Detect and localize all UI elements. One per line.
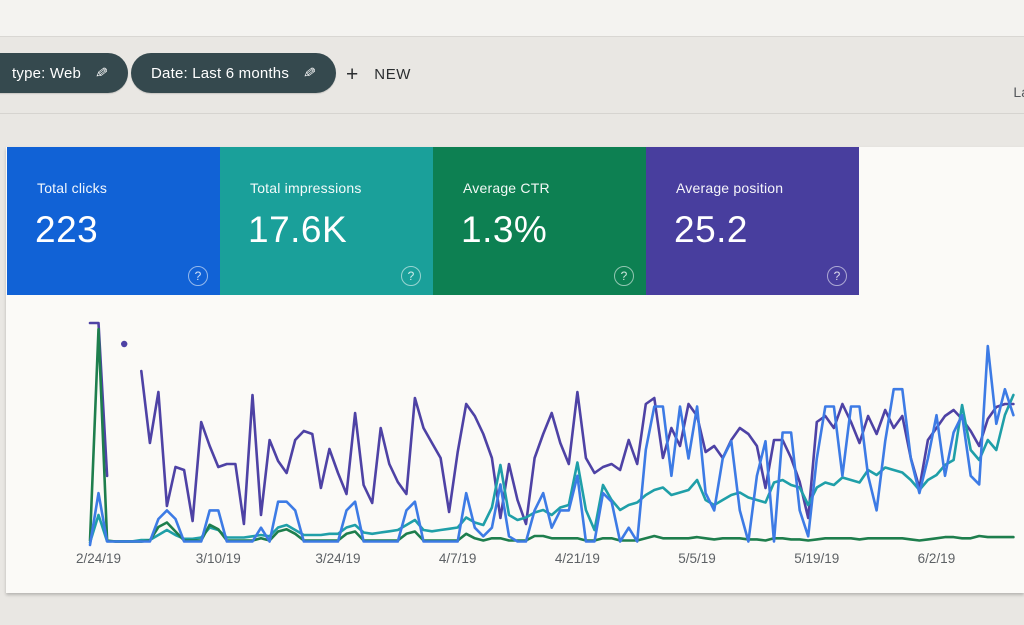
x-axis-tick-label: 4/21/19: [554, 551, 600, 566]
metric-card-value: 25.2: [674, 209, 749, 250]
metric-card-total-impressions[interactable]: Total impressions 17.6K?: [220, 147, 433, 295]
x-axis-tick-label: 3/10/19: [195, 551, 241, 566]
plus-icon: +: [346, 62, 359, 86]
window-top-edge: [0, 0, 1024, 37]
x-axis-tick-label: 2/24/19: [76, 551, 122, 566]
help-question-icon[interactable]: ?: [401, 266, 421, 286]
metric-card-label: Total clicks: [37, 180, 108, 196]
help-question-icon[interactable]: ?: [614, 266, 634, 286]
new-filter-label: NEW: [374, 65, 412, 83]
filter-bar: type: Web ✎ Date: Last 6 months ✎ + NEW: [0, 37, 1024, 114]
metric-card-value: 223: [35, 209, 99, 250]
x-axis-tick-label: 6/2/19: [917, 551, 956, 566]
help-question-icon[interactable]: ?: [188, 266, 208, 286]
cards-row: Total clicks 223? Total impressions 17.6K? A…: [7, 147, 859, 295]
metric-card-average-position[interactable]: Average position 25.2?: [646, 147, 859, 295]
last-updated-truncated-text: La: [1013, 84, 1024, 100]
metric-card-label: Average position: [676, 180, 784, 196]
x-axis-tick-label: 3/24/19: [315, 551, 361, 566]
metric-card-label: Total impressions: [250, 180, 362, 196]
date-range-filter-label: Date: Last 6 months: [151, 64, 290, 82]
date-range-filter-chip[interactable]: Date: Last 6 months ✎: [131, 53, 336, 93]
metric-card-value: 1.3%: [461, 209, 548, 250]
search-type-filter-chip[interactable]: type: Web ✎: [0, 53, 128, 93]
x-axis-tick-label: 4/7/19: [438, 551, 477, 566]
series-line-average-ctr: [88, 327, 1015, 543]
series-line-total-impressions: [88, 393, 1015, 544]
new-filter-button[interactable]: + NEW: [346, 57, 411, 91]
x-axis-tick-label: 5/5/19: [678, 551, 716, 566]
search-type-filter-label: type: Web: [12, 64, 82, 82]
help-question-icon[interactable]: ?: [827, 266, 847, 286]
metric-card-average-ctr[interactable]: Average CTR 1.3%?: [433, 147, 646, 295]
metric-card-value: 17.6K: [248, 209, 348, 250]
series-line-average-position: [88, 321, 109, 478]
series-point-average-position: [121, 340, 128, 348]
metric-card-label: Average CTR: [463, 180, 550, 196]
series-line-total-clicks: [88, 344, 1015, 547]
series-line-average-position: [140, 369, 1015, 526]
x-axis-tick-label: 5/19/19: [794, 551, 840, 566]
metric-card-total-clicks[interactable]: Total clicks 223?: [7, 147, 220, 295]
